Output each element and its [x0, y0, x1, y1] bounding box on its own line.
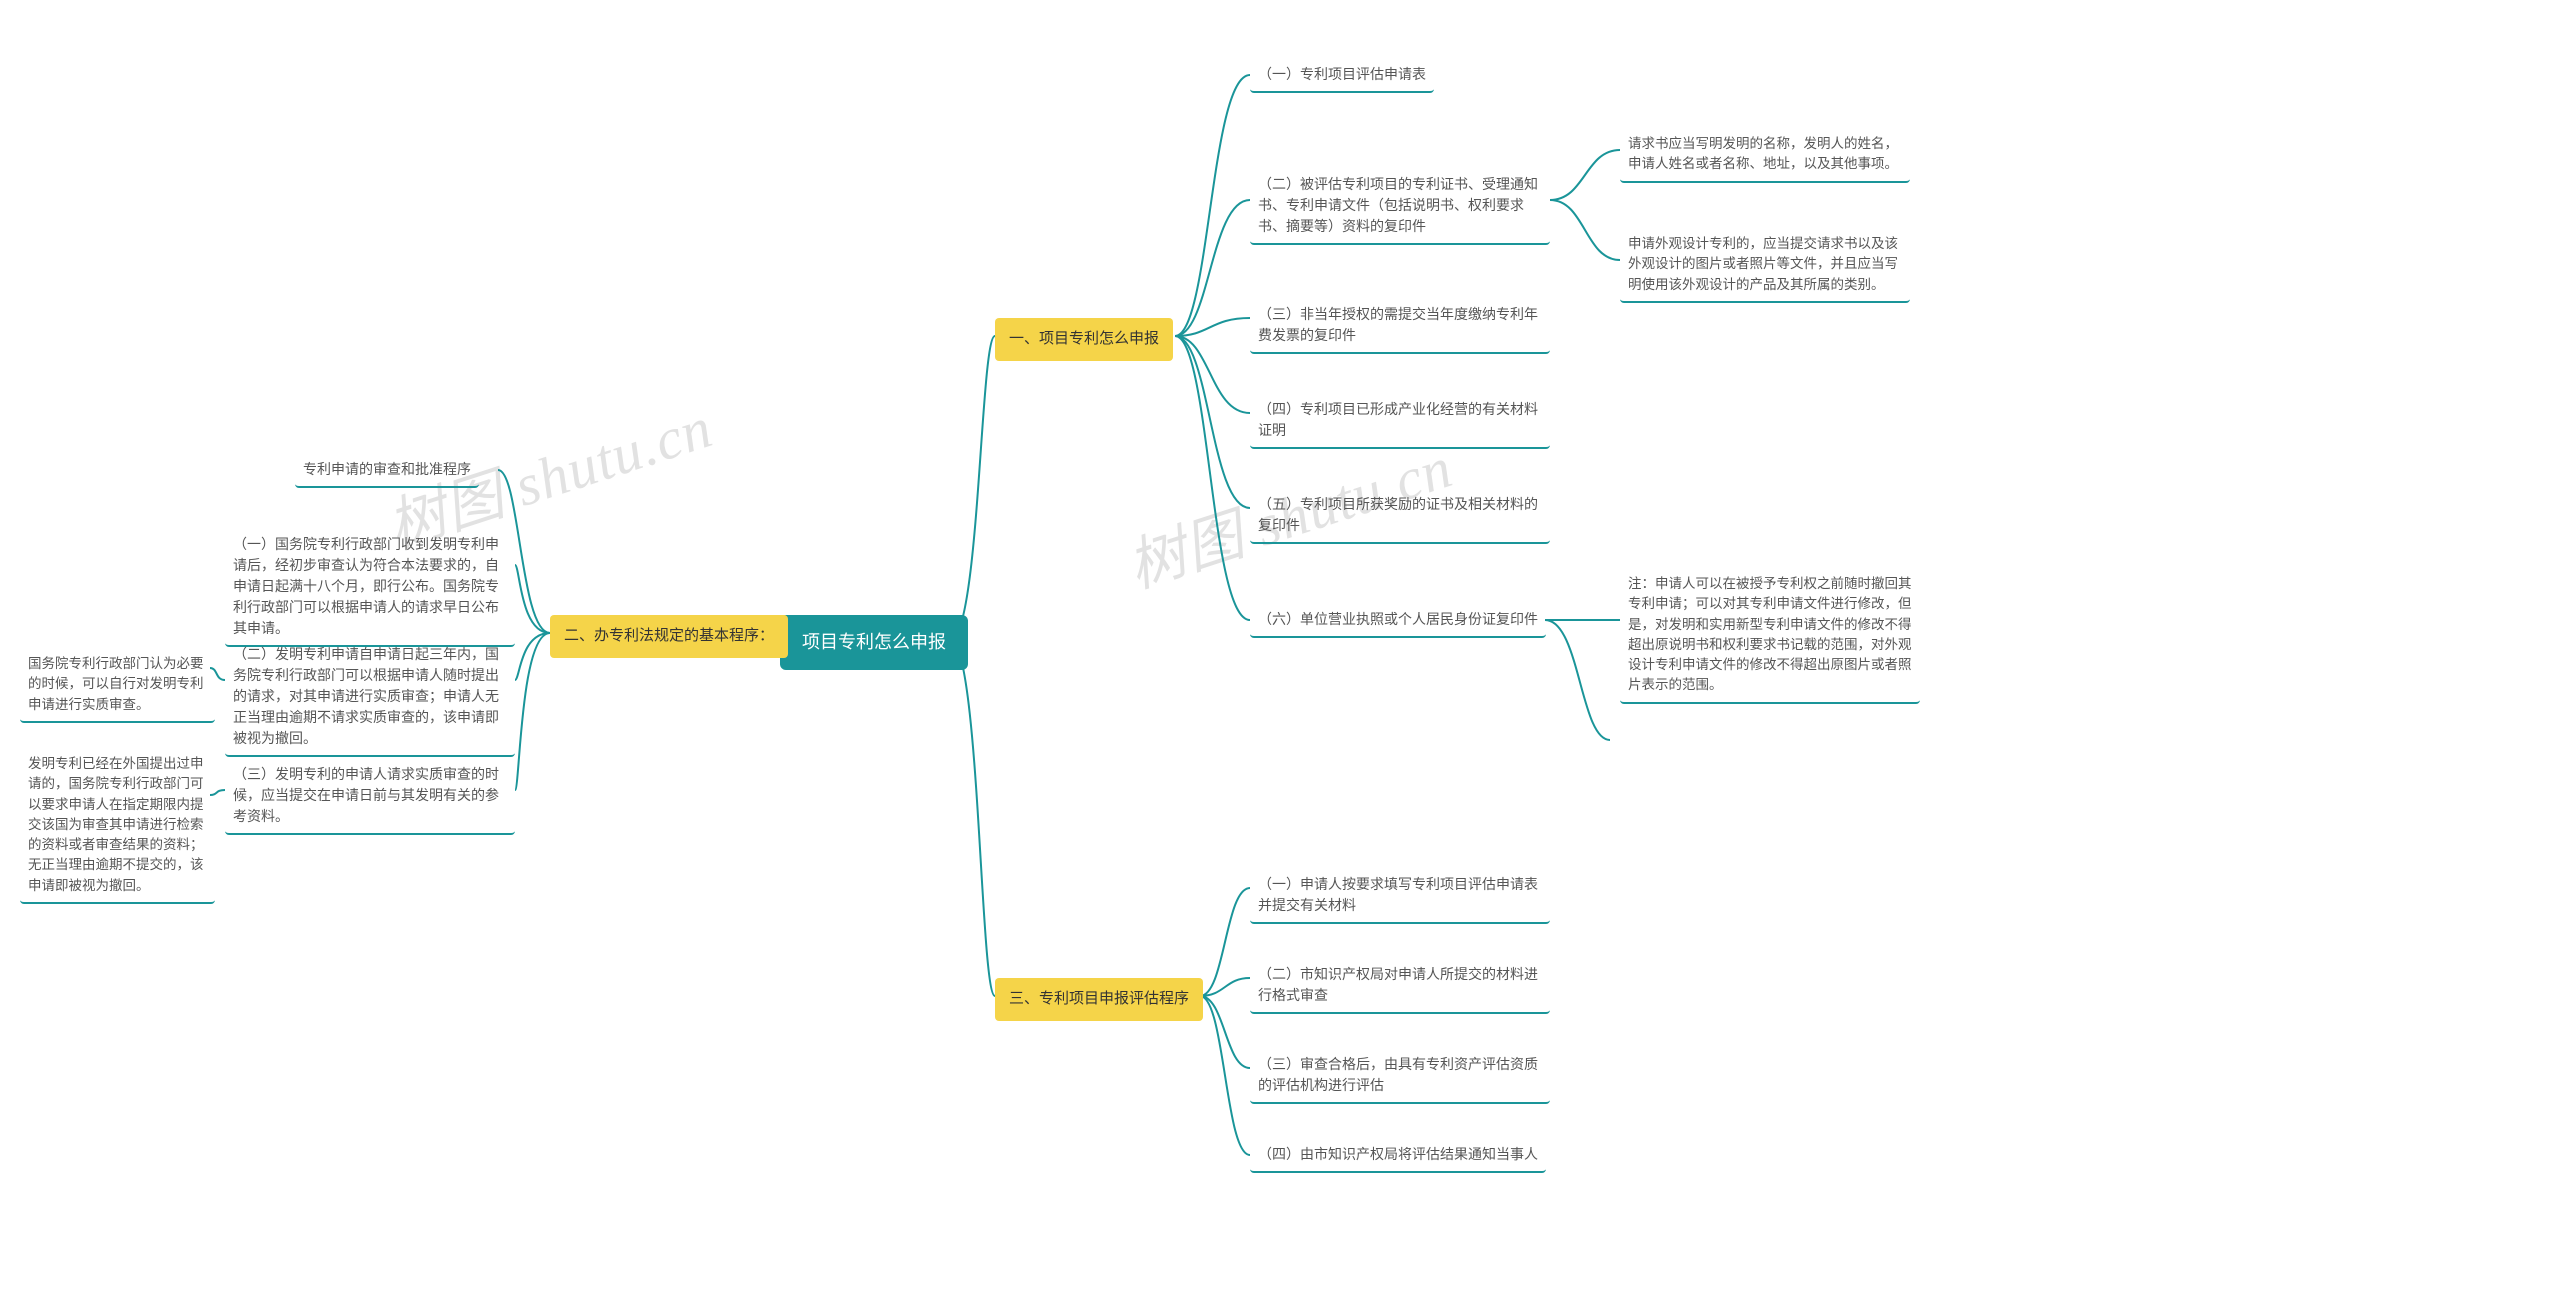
b1-item-2-sub-2[interactable]: 申请外观设计专利的，应当提交请求书以及该外观设计的图片或者照片等文件，并且应当写… [1620, 230, 1910, 303]
b2-item-1[interactable]: （一）国务院专利行政部门收到发明专利申请后，经初步审查认为符合本法要求的，自申请… [225, 530, 515, 647]
b2-item-3-sub-1[interactable]: 发明专利已经在外国提出过申请的，国务院专利行政部门可以要求申请人在指定期限内提交… [20, 750, 215, 904]
b2-item-2-sub-1[interactable]: 国务院专利行政部门认为必要的时候，可以自行对发明专利申请进行实质审查。 [20, 650, 215, 723]
branch-3[interactable]: 三、专利项目申报评估程序 [995, 978, 1203, 1021]
b1-item-4[interactable]: （四）专利项目已形成产业化经营的有关材料证明 [1250, 395, 1550, 449]
b2-item-3[interactable]: （三）发明专利的申请人请求实质审查的时候，应当提交在申请日前与其发明有关的参考资… [225, 760, 515, 835]
b3-item-2[interactable]: （二）市知识产权局对申请人所提交的材料进行格式审查 [1250, 960, 1550, 1014]
b3-item-4[interactable]: （四）由市知识产权局将评估结果通知当事人 [1250, 1140, 1546, 1173]
b1-item-2-sub-1[interactable]: 请求书应当写明发明的名称，发明人的姓名，申请人姓名或者名称、地址，以及其他事项。 [1620, 130, 1910, 183]
mindmap-root[interactable]: 项目专利怎么申报 [780, 615, 968, 670]
b1-item-5[interactable]: （五）专利项目所获奖励的证书及相关材料的复印件 [1250, 490, 1550, 544]
b2-item-2[interactable]: （二）发明专利申请自申请日起三年内，国务院专利行政部门可以根据申请人随时提出的请… [225, 640, 515, 757]
b3-item-1[interactable]: （一）申请人按要求填写专利项目评估申请表并提交有关材料 [1250, 870, 1550, 924]
b3-item-3[interactable]: （三）审查合格后，由具有专利资产评估资质的评估机构进行评估 [1250, 1050, 1550, 1104]
b1-item-6-sub-1[interactable]: 注：申请人可以在被授予专利权之前随时撤回其专利申请；可以对其专利申请文件进行修改… [1620, 570, 1920, 704]
b1-item-3[interactable]: （三）非当年授权的需提交当年度缴纳专利年费发票的复印件 [1250, 300, 1550, 354]
branch-1[interactable]: 一、项目专利怎么申报 [995, 318, 1173, 361]
b1-item-6[interactable]: （六）单位营业执照或个人居民身份证复印件 [1250, 605, 1546, 638]
b2-item-0[interactable]: 专利申请的审查和批准程序 [295, 455, 479, 488]
b1-item-2[interactable]: （二）被评估专利项目的专利证书、受理通知书、专利申请文件（包括说明书、权利要求书… [1250, 170, 1550, 245]
b1-item-1[interactable]: （一）专利项目评估申请表 [1250, 60, 1434, 93]
branch-2[interactable]: 二、办专利法规定的基本程序： [550, 615, 788, 658]
